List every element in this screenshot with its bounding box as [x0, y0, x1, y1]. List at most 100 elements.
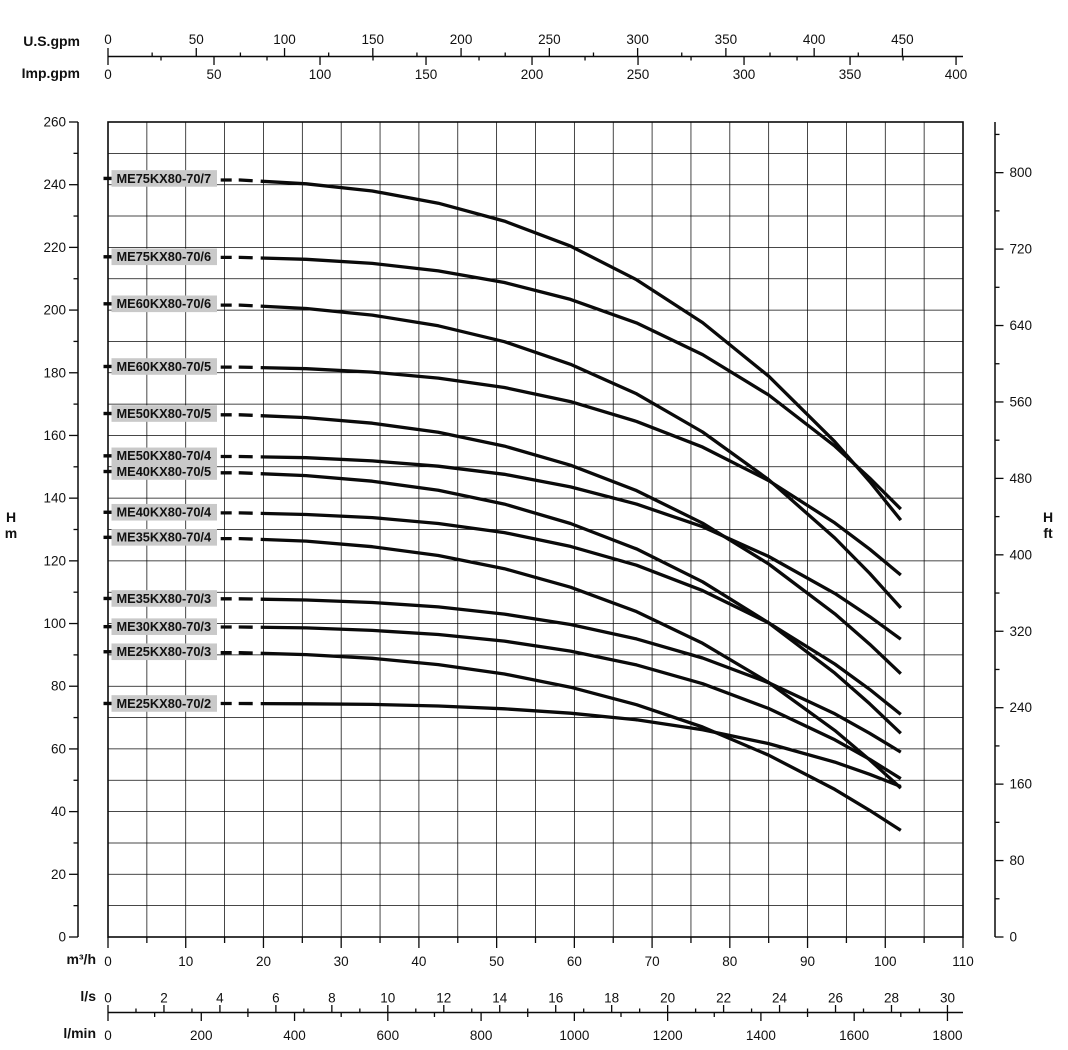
curve-label: ME25KX80-70/2 [117, 696, 212, 711]
imp-gpm-tick-label: 150 [415, 67, 438, 82]
m3h-tick-label: 70 [645, 954, 660, 969]
right-axis-tick-label: 560 [1010, 394, 1033, 409]
right-axis-tick-label: 640 [1010, 318, 1033, 333]
left-axis-tick-label: 60 [51, 741, 66, 756]
curve-me75kx80-70-6 [220, 255, 902, 511]
curve-me50kx80-70-5 [220, 413, 902, 675]
curve-label: ME50KX80-70/4 [117, 448, 212, 463]
left-axis-tick-label: 160 [43, 428, 66, 443]
lmin-tick-label: 0 [104, 1028, 112, 1043]
lmin-tick-label: 1600 [839, 1028, 869, 1043]
curve-me35kx80-70-4 [220, 536, 902, 790]
ls-tick-label: 14 [492, 991, 508, 1006]
imp-gpm-tick-label: 300 [733, 67, 756, 82]
curve-label: ME25KX80-70/3 [117, 644, 212, 659]
curve-me60kx80-70-6 [220, 303, 903, 610]
curve-label-box [111, 447, 217, 465]
lmin-tick-label: 1000 [559, 1028, 589, 1043]
left-axis-tick-label: 240 [43, 177, 66, 192]
curve-label-box [111, 695, 217, 712]
m3h-tick-label: 0 [104, 954, 112, 969]
curve-me35kx80-70-3 [220, 597, 902, 754]
lmin-tick-label: 1800 [932, 1028, 962, 1043]
ls-tick-label: 28 [884, 991, 899, 1006]
us-gpm-tick-label: 450 [891, 32, 914, 47]
ls-tick-label: 24 [772, 991, 788, 1006]
left-axis-tick-label: 0 [58, 930, 66, 945]
imp-gpm-tick-label: 350 [839, 67, 862, 82]
m3h-tick-label: 100 [874, 954, 897, 969]
ls-tick-label: 2 [160, 991, 168, 1006]
curve-label-box [111, 618, 217, 635]
curve-me25kx80-70-3 [220, 651, 902, 832]
ls-tick-label: 0 [104, 991, 112, 1006]
curve-label-box [111, 405, 217, 422]
right-axis-tick-label: 400 [1010, 547, 1033, 562]
curve-label-box [111, 503, 217, 521]
curve-me30kx80-70-3 [220, 625, 902, 781]
left-axis-tick-label: 80 [51, 679, 66, 694]
m3h-tick-label: 90 [800, 954, 815, 969]
axis-unit-ft-right: ft [1043, 525, 1053, 541]
ls-tick-label: 22 [716, 991, 731, 1006]
ls-tick-label: 16 [548, 991, 563, 1006]
us-gpm-tick-label: 150 [362, 32, 385, 47]
lmin-tick-label: 1400 [746, 1028, 776, 1043]
curve-label: ME50KX80-70/5 [117, 406, 212, 421]
left-axis-tick-label: 140 [43, 491, 66, 506]
curve-me40kx80-70-4 [220, 511, 902, 716]
imp-gpm-tick-label: 100 [309, 67, 332, 82]
lmin-tick-label: 200 [190, 1028, 213, 1043]
curve-label: ME40KX80-70/4 [117, 505, 212, 520]
right-axis-tick-label: 480 [1010, 471, 1033, 486]
left-axis-tick-label: 40 [51, 804, 66, 819]
imp-gpm-tick-label: 200 [521, 67, 544, 82]
curve-me40kx80-70-5 [220, 471, 902, 735]
curve-label: ME60KX80-70/5 [117, 359, 212, 374]
right-axis-tick-label: 0 [1010, 930, 1018, 945]
right-axis-tick-label: 80 [1010, 853, 1025, 868]
us-gpm-tick-label: 250 [538, 32, 561, 47]
lmin-tick-label: 1200 [653, 1028, 683, 1043]
lmin-tick-label: 600 [377, 1028, 400, 1043]
ls-tick-label: 10 [380, 991, 395, 1006]
curve-label-box [111, 358, 217, 375]
imp-gpm-tick-label: 0 [104, 67, 112, 82]
curve-label-box [111, 248, 217, 266]
ls-tick-label: 6 [272, 991, 280, 1006]
ls-tick-label: 8 [328, 991, 336, 1006]
us-gpm-tick-label: 100 [273, 32, 296, 47]
right-axis-tick-label: 800 [1010, 165, 1033, 180]
curve-label: ME75KX80-70/6 [117, 249, 212, 264]
ls-tick-label: 4 [216, 991, 224, 1006]
us-gpm-tick-label: 0 [104, 32, 112, 47]
curve-me25kx80-70-2 [220, 701, 902, 789]
axis-unit-h-right: H [1042, 509, 1054, 525]
left-axis-tick-label: 180 [43, 365, 66, 380]
curve-label-box [111, 529, 217, 546]
axis-unit-h-left: H [5, 509, 17, 525]
curve-label-box [111, 643, 217, 661]
axis-unit-lmin: l/min [63, 1025, 96, 1041]
left-axis-tick-label: 20 [51, 867, 66, 882]
curve-label-box [111, 170, 217, 187]
imp-gpm-tick-label: 400 [945, 67, 968, 82]
ls-tick-label: 26 [828, 991, 843, 1006]
curve-label: ME35KX80-70/3 [117, 591, 212, 606]
curve-label: ME40KX80-70/5 [117, 464, 212, 479]
m3h-tick-label: 10 [178, 954, 193, 969]
m3h-tick-label: 40 [411, 954, 426, 969]
m3h-tick-label: 20 [256, 954, 271, 969]
curve-label-box [111, 590, 217, 607]
m3h-tick-label: 50 [489, 954, 504, 969]
axis-unit-ls: l/s [80, 988, 96, 1004]
imp-gpm-tick-label: 50 [206, 67, 221, 82]
curve-label-box [111, 463, 217, 480]
us-gpm-tick-label: 300 [626, 32, 649, 47]
curve-label: ME60KX80-70/6 [117, 296, 212, 311]
m3h-tick-label: 80 [722, 954, 737, 969]
right-axis-tick-label: 720 [1010, 242, 1033, 257]
curve-me75kx80-70-7 [220, 178, 903, 522]
us-gpm-tick-label: 200 [450, 32, 473, 47]
